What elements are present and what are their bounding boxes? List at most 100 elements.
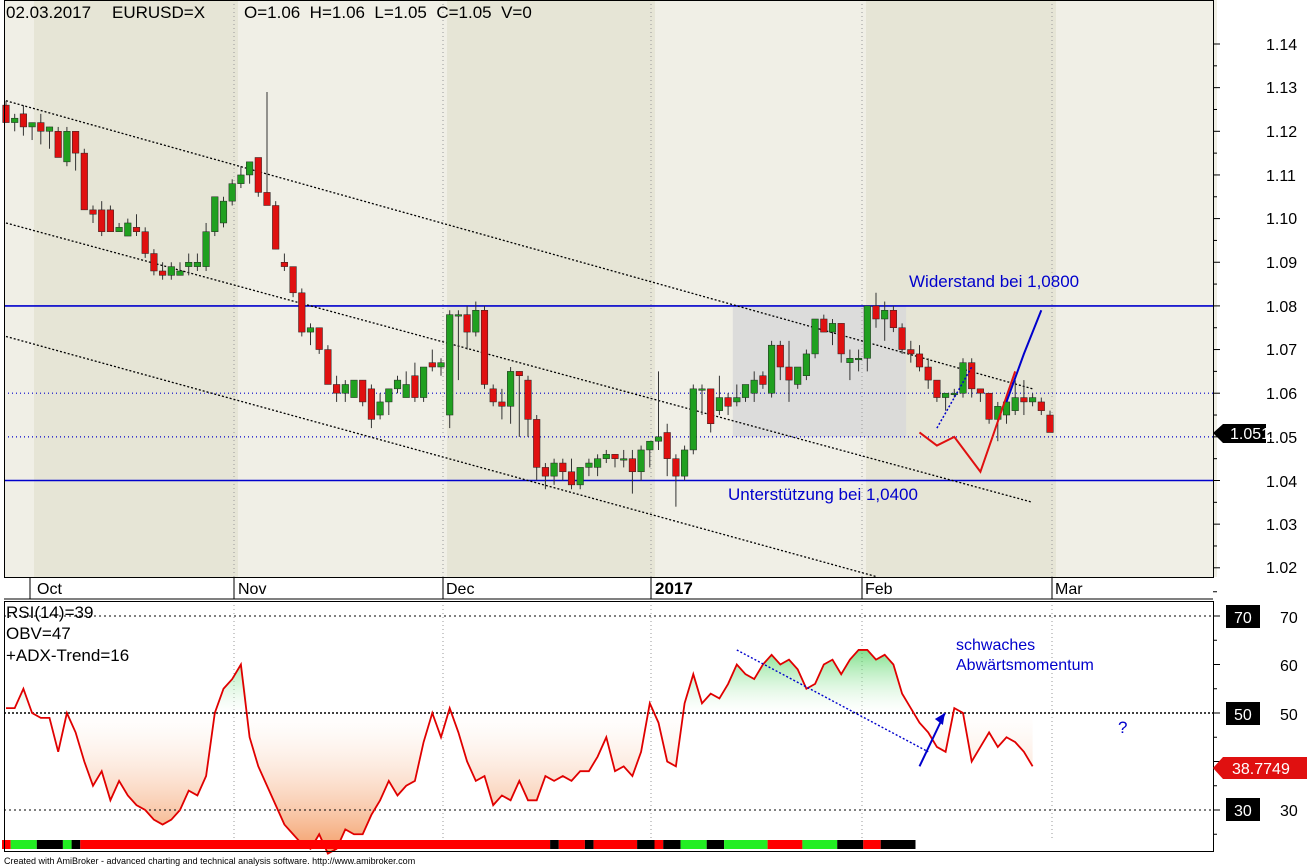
projection-blue-path — [1005, 309, 1043, 403]
candle-body — [254, 157, 262, 193]
candle-body — [715, 397, 723, 411]
candle-body — [881, 310, 889, 320]
candle-body — [628, 458, 636, 473]
candle-body — [802, 353, 810, 376]
activity-segment — [663, 840, 681, 849]
activity-segment — [654, 840, 664, 849]
rsi-line — [6, 649, 1034, 855]
candle-body — [654, 436, 663, 442]
candle-body — [985, 392, 993, 420]
candle-body — [498, 401, 506, 407]
candle-body — [646, 440, 654, 451]
price-tick: 1.06 — [1266, 386, 1297, 403]
candle-body — [193, 262, 201, 267]
candle-body — [750, 379, 758, 394]
month-label-2017: 2017 — [655, 579, 693, 598]
candle-body — [420, 366, 428, 398]
candle-body — [367, 388, 375, 420]
price-tick: 1.11 — [1266, 168, 1296, 185]
activity-segment — [71, 840, 81, 849]
activity-segment — [767, 840, 803, 849]
channel-line — [5, 335, 877, 578]
candle-body — [794, 366, 802, 385]
candle-body — [828, 323, 837, 333]
header-ohlcv: O=1.06 H=1.06 L=1.05 C=1.05 V=0 — [244, 3, 532, 22]
candle-body — [350, 379, 358, 398]
footer-credit: Created with AmiBroker - advanced charti… — [4, 856, 415, 866]
candle-body — [863, 305, 871, 359]
horizontal-levels — [4, 305, 1213, 482]
rsi-boxed-tick-label: 70 — [1234, 610, 1252, 627]
candle-body — [550, 462, 558, 477]
candle-body — [298, 292, 306, 333]
activity-segment — [550, 840, 559, 849]
candle-body — [950, 392, 958, 395]
candle-body — [820, 318, 828, 333]
candle-body — [594, 458, 602, 468]
rsi-band — [1056, 601, 1217, 838]
candle-body — [933, 379, 941, 398]
candle-body — [11, 117, 19, 123]
rsi-panel — [4, 615, 1213, 855]
momentum-annotation-line2: Abwärtsmomentum — [956, 657, 1094, 674]
rsi-last-value-label: 38.7749 — [1232, 761, 1290, 778]
candle-body — [454, 314, 462, 317]
candles — [2, 92, 1054, 507]
price-tick: 1.07 — [1266, 342, 1297, 359]
candle-body — [698, 388, 706, 391]
candle-body — [472, 310, 480, 333]
rsi-boxed-tick-70: 70 — [1226, 605, 1260, 628]
activity-segment — [680, 840, 707, 849]
panel-frames — [4, 0, 1220, 852]
candle-body — [141, 231, 149, 254]
month-label-feb: Feb — [865, 581, 893, 598]
candle-body — [855, 358, 863, 361]
activity-segment — [80, 840, 551, 849]
rsi-last-value-marker: 38.7749 — [1213, 757, 1307, 779]
rsi-boxed-tick-label: 30 — [1234, 803, 1252, 820]
activity-segment — [802, 840, 838, 849]
candle-body — [237, 174, 245, 184]
candle-body — [480, 310, 489, 385]
candle-body — [54, 131, 62, 158]
rsi-band — [655, 601, 866, 838]
candle-body — [707, 388, 715, 425]
candle-body — [333, 384, 341, 394]
rsi-band — [4, 601, 34, 838]
highlight-box-group — [732, 305, 907, 437]
price-tick: 1.05 — [1266, 430, 1297, 447]
candle-body — [576, 467, 584, 486]
channel-line — [5, 222, 1033, 503]
price-panel-frame — [4, 0, 1214, 578]
channel-line — [5, 100, 1033, 390]
candle-body — [524, 379, 532, 420]
candle-body — [463, 314, 471, 333]
rsi-tick: 30 — [1280, 803, 1298, 820]
candle-body — [393, 379, 402, 390]
rsi-boxed-tick-label: 50 — [1234, 707, 1252, 724]
price-tick: 1.03 — [1266, 517, 1297, 534]
candle-body — [132, 227, 141, 232]
header-date: 02.03.2017 — [6, 3, 91, 22]
rsi-tick: 60 — [1280, 658, 1298, 675]
last-price-marker: 1.0511 — [1213, 424, 1278, 443]
candle-body — [811, 318, 819, 355]
month-label-mar: Mar — [1055, 581, 1083, 598]
candle-body — [759, 375, 767, 385]
candle-body — [1029, 397, 1037, 403]
candle-body — [672, 458, 680, 477]
activity-segment — [837, 840, 864, 849]
momentum-annotation-line1: schwaches — [956, 637, 1035, 654]
candle-body — [315, 327, 323, 350]
candle-body — [228, 183, 236, 202]
candle-body — [489, 388, 497, 403]
candle-body — [411, 375, 419, 398]
month-band — [447, 0, 655, 577]
candle-body — [115, 227, 123, 232]
candle-body — [167, 266, 175, 276]
month-band — [1056, 0, 1217, 577]
candle-body — [1046, 414, 1054, 433]
candle-body — [968, 362, 976, 390]
rsi-overbought-fill — [6, 649, 1033, 713]
